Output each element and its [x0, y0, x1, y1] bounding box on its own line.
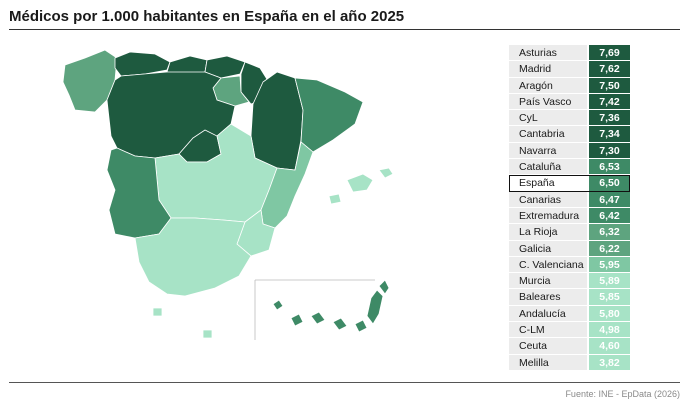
source-note: Fuente: INE - EpData (2026) [565, 389, 680, 399]
ranking-region-label: CyL [509, 110, 587, 127]
ranking-row: Madrid 7,62 [509, 61, 630, 78]
ranking-value-label: 6,50 [589, 175, 630, 192]
footer-divider [9, 382, 680, 383]
ranking-region-label: País Vasco [509, 93, 587, 111]
ranking-row: Baleares 5,85 [509, 289, 630, 306]
ranking-row: España 6,50 [509, 175, 630, 192]
ranking-row: Extremadura 6,42 [509, 207, 630, 225]
ranking-value-label: 6,47 [589, 191, 630, 208]
ranking-region-label: Baleares [509, 289, 587, 306]
ranking-row: Ceuta 4,60 [509, 338, 630, 355]
canarias-inset-frame [254, 279, 375, 340]
ranking-region-label: Madrid [509, 61, 587, 78]
ranking-row: C. Valenciana 5,95 [509, 256, 630, 274]
chart-title: Médicos por 1.000 habitantes en España e… [9, 8, 405, 25]
ranking-row: Murcia 5,89 [509, 273, 630, 290]
ranking-value-label: 7,36 [589, 110, 630, 127]
ranking-row: Andalucía 5,80 [509, 305, 630, 323]
region-ceuta [152, 307, 163, 317]
ranking-row: Navarra 7,30 [509, 142, 630, 160]
ranking-value-label: 7,62 [589, 61, 630, 78]
ranking-value-label: 6,32 [589, 224, 630, 241]
ranking-value-label: 7,69 [589, 45, 630, 62]
ranking-region-label: Murcia [509, 273, 587, 290]
region-andalucia [134, 217, 252, 297]
ranking-row: País Vasco 7,42 [509, 93, 630, 111]
ranking-row: CyL 7,36 [509, 110, 630, 127]
ranking-row: Galicia 6,22 [509, 240, 630, 257]
ranking-region-label: Canarias [509, 191, 587, 208]
ranking-row: Cantabria 7,34 [509, 126, 630, 143]
ranking-region-label: Andalucía [509, 305, 587, 323]
region-melilla [202, 329, 213, 339]
ranking-region-label: Galicia [509, 240, 587, 257]
ranking-row: Asturias 7,69 [509, 45, 630, 62]
ranking-value-label: 5,95 [589, 256, 630, 274]
ranking-row: Canarias 6,47 [509, 191, 630, 208]
ranking-value-label: 5,80 [589, 305, 630, 323]
ranking-region-label: Aragón [509, 77, 587, 94]
ranking-row: Cataluña 6,53 [509, 159, 630, 176]
ranking-value-label: 4,98 [589, 322, 630, 339]
ranking-region-label: España [509, 175, 587, 192]
ranking-value-label: 6,42 [589, 207, 630, 225]
region-cataluna [294, 77, 364, 153]
spain-choropleth-map [62, 49, 394, 340]
ranking-value-label: 4,60 [589, 338, 630, 355]
ranking-row: Melilla 3,82 [509, 354, 630, 371]
ranking-region-label: C-LM [509, 322, 587, 339]
ranking-value-label: 7,50 [589, 77, 630, 94]
region-c-valenciana [260, 141, 314, 229]
region-asturias [114, 51, 171, 77]
ranking-region-label: C. Valenciana [509, 256, 587, 274]
ranking-value-label: 6,53 [589, 159, 630, 176]
ranking-value-label: 3,82 [589, 354, 630, 371]
ranking-row: Aragón 7,50 [509, 77, 630, 94]
region-canarias [272, 279, 390, 333]
ranking-region-label: Ceuta [509, 338, 587, 355]
ranking-region-label: Cantabria [509, 126, 587, 143]
title-divider [9, 29, 680, 30]
ranking-region-label: Extremadura [509, 207, 587, 225]
ranking-row: La Rioja 6,32 [509, 224, 630, 241]
ranking-region-label: Navarra [509, 142, 587, 160]
ranking-row: C-LM 4,98 [509, 322, 630, 339]
ranking-region-label: Asturias [509, 45, 587, 62]
ranking-region-label: La Rioja [509, 224, 587, 241]
ranking-region-label: Melilla [509, 354, 587, 371]
ranking-value-label: 7,34 [589, 126, 630, 143]
ranking-value-label: 7,30 [589, 142, 630, 160]
ranking-value-label: 5,85 [589, 289, 630, 306]
region-baleares [328, 167, 394, 205]
ranking-value-label: 5,89 [589, 273, 630, 290]
ranking-value-label: 7,42 [589, 93, 630, 111]
ranking-table: Asturias 7,69 Madrid 7,62 Aragón 7,50 País Vas… [509, 45, 630, 371]
ranking-value-label: 6,22 [589, 240, 630, 257]
ranking-region-label: Cataluña [509, 159, 587, 176]
